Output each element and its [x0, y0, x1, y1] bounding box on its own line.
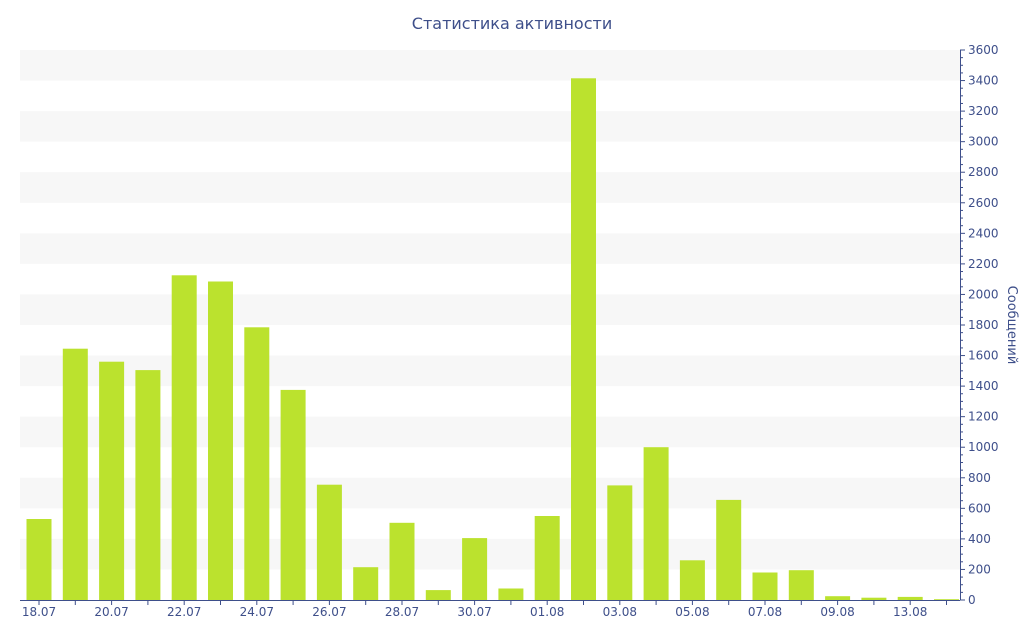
bar-14.08[interactable]: [934, 599, 959, 600]
bar-20.07[interactable]: [99, 361, 125, 600]
y-tick-label: 2400: [968, 226, 999, 240]
bar-23.07[interactable]: [208, 281, 233, 601]
bar-31.07[interactable]: [498, 588, 524, 601]
grid-band: [20, 355, 960, 387]
grid-band: [20, 50, 960, 81]
grid-band: [20, 416, 960, 448]
bar-13.08[interactable]: [897, 596, 923, 600]
bar-27.07[interactable]: [353, 567, 379, 600]
bar-10.08[interactable]: [861, 597, 887, 600]
bar-29.07[interactable]: [425, 590, 451, 600]
grid-band: [20, 172, 960, 203]
x-tick-label: 18.07: [22, 605, 56, 619]
chart-title: Статистика активности: [411, 14, 613, 33]
x-tick-label: 20.07: [94, 605, 128, 619]
y-tick-label: 2800: [968, 165, 999, 179]
bar-07.08[interactable]: [752, 572, 778, 601]
grid-band: [20, 538, 960, 570]
x-tick-label: 28.07: [385, 605, 419, 619]
y-tick-label: 1600: [968, 349, 999, 363]
bar-26.07[interactable]: [316, 484, 342, 600]
x-tick-label: 01.08: [530, 605, 564, 619]
bar-21.07[interactable]: [135, 370, 161, 600]
bar-01.08[interactable]: [534, 516, 560, 600]
y-tick-label: 800: [968, 471, 991, 485]
y-tick-label: 400: [968, 532, 991, 546]
bar-08.08[interactable]: [788, 570, 814, 600]
y-tick-label: 2200: [968, 257, 999, 271]
bar-04.08[interactable]: [643, 447, 669, 600]
y-tick-label: 1400: [968, 379, 999, 393]
bar-06.08[interactable]: [716, 499, 742, 600]
y-axis: 0 200 400 600 800 1000 1200 1400 1600 1800 2000 220…: [960, 43, 1019, 607]
x-tick-label: 30.07: [457, 605, 491, 619]
x-tick-label: 03.08: [603, 605, 637, 619]
x-tick-label: 09.08: [820, 605, 854, 619]
bar-05.08[interactable]: [679, 560, 705, 600]
y-tick-label: 200: [968, 562, 991, 576]
bar-09.08[interactable]: [825, 596, 851, 600]
bar-24.07[interactable]: [244, 327, 270, 600]
bars: [26, 78, 959, 601]
y-axis-label: Сообщений: [1004, 286, 1019, 365]
y-tick-label: 3000: [968, 135, 999, 149]
y-tick-label: 2000: [968, 287, 999, 301]
y-tick-label: 3400: [968, 74, 999, 88]
bar-19.07[interactable]: [62, 348, 88, 600]
bar-25.07[interactable]: [280, 389, 306, 600]
x-tick-label: 26.07: [312, 605, 346, 619]
y-tick-label: 0: [968, 593, 976, 607]
x-tick-label: 05.08: [675, 605, 709, 619]
bar-02.08[interactable]: [571, 78, 596, 601]
y-tick-label: 1000: [968, 440, 999, 454]
x-axis: 18.07 20.07 22.07 24.07 26.07 28.07 30.07 01.08…: [20, 600, 960, 619]
x-tick-label: 24.07: [240, 605, 274, 619]
y-tick-label: 600: [968, 501, 991, 515]
grid-band: [20, 233, 960, 264]
bar-22.07[interactable]: [171, 275, 197, 600]
grid-bands: [20, 50, 960, 570]
grid-band: [20, 111, 960, 142]
bar-30.07[interactable]: [462, 538, 488, 600]
bar-28.07[interactable]: [389, 522, 415, 600]
grid-band: [20, 477, 960, 509]
y-tick-label: 2600: [968, 196, 999, 210]
bar-03.08[interactable]: [607, 485, 633, 600]
y-tick-label: 3600: [968, 43, 999, 57]
x-tick-label: 07.08: [748, 605, 782, 619]
bar-18.07[interactable]: [26, 519, 52, 600]
y-tick-label: 3200: [968, 104, 999, 118]
y-tick-label: 1200: [968, 410, 999, 424]
x-tick-label: 13.08: [893, 605, 927, 619]
grid-band: [20, 294, 960, 325]
x-tick-label: 22.07: [167, 605, 201, 619]
y-tick-label: 1800: [968, 318, 999, 332]
